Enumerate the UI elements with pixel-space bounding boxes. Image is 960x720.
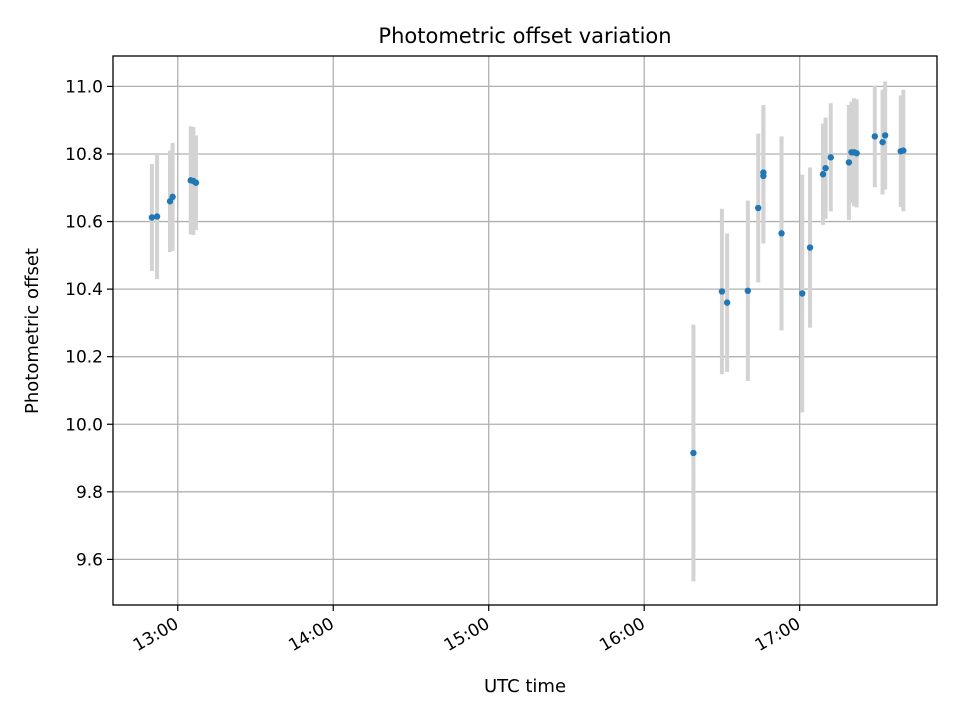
y-tick-label: 9.8: [76, 483, 103, 503]
data-point: [819, 171, 827, 178]
data-point: [822, 164, 829, 172]
data-point: [192, 179, 200, 186]
data-point: [845, 159, 853, 166]
data-point: [881, 132, 889, 139]
data-point: [718, 288, 726, 295]
data-point: [153, 213, 161, 220]
chart-title: Photometric offset variation: [378, 24, 671, 48]
data-point: [723, 299, 731, 306]
y-tick-label: 10.8: [65, 145, 103, 165]
data-point: [690, 449, 697, 457]
data-point: [871, 133, 879, 140]
x-axis-label: UTC time: [484, 676, 566, 697]
data-point: [900, 147, 907, 154]
data-point: [827, 154, 834, 161]
y-axis-ticks: 9.6 9.8 10.0 10.2 10.4 10.6 10.8 11.0: [65, 77, 113, 570]
grid-lines: [113, 56, 937, 605]
data-point: [755, 204, 762, 212]
data-point: [744, 287, 752, 295]
data-points: [148, 132, 907, 457]
y-tick-label: 10.6: [65, 213, 103, 233]
data-point: [853, 150, 860, 157]
data-point: [148, 214, 156, 221]
data-point: [806, 244, 814, 251]
y-tick-label: 9.6: [76, 550, 103, 570]
data-point: [760, 169, 767, 176]
y-tick-label: 10.4: [65, 280, 103, 300]
data-point: [778, 230, 785, 237]
data-point: [879, 138, 886, 146]
data-point: [169, 193, 176, 201]
y-axis-label: Photometric offset: [22, 248, 43, 414]
plot-frame: [112, 55, 938, 606]
data-point: [799, 290, 806, 297]
y-tick-label: 11.0: [65, 77, 103, 97]
y-tick-label: 10.0: [65, 415, 103, 435]
y-tick-label: 10.2: [65, 348, 103, 368]
